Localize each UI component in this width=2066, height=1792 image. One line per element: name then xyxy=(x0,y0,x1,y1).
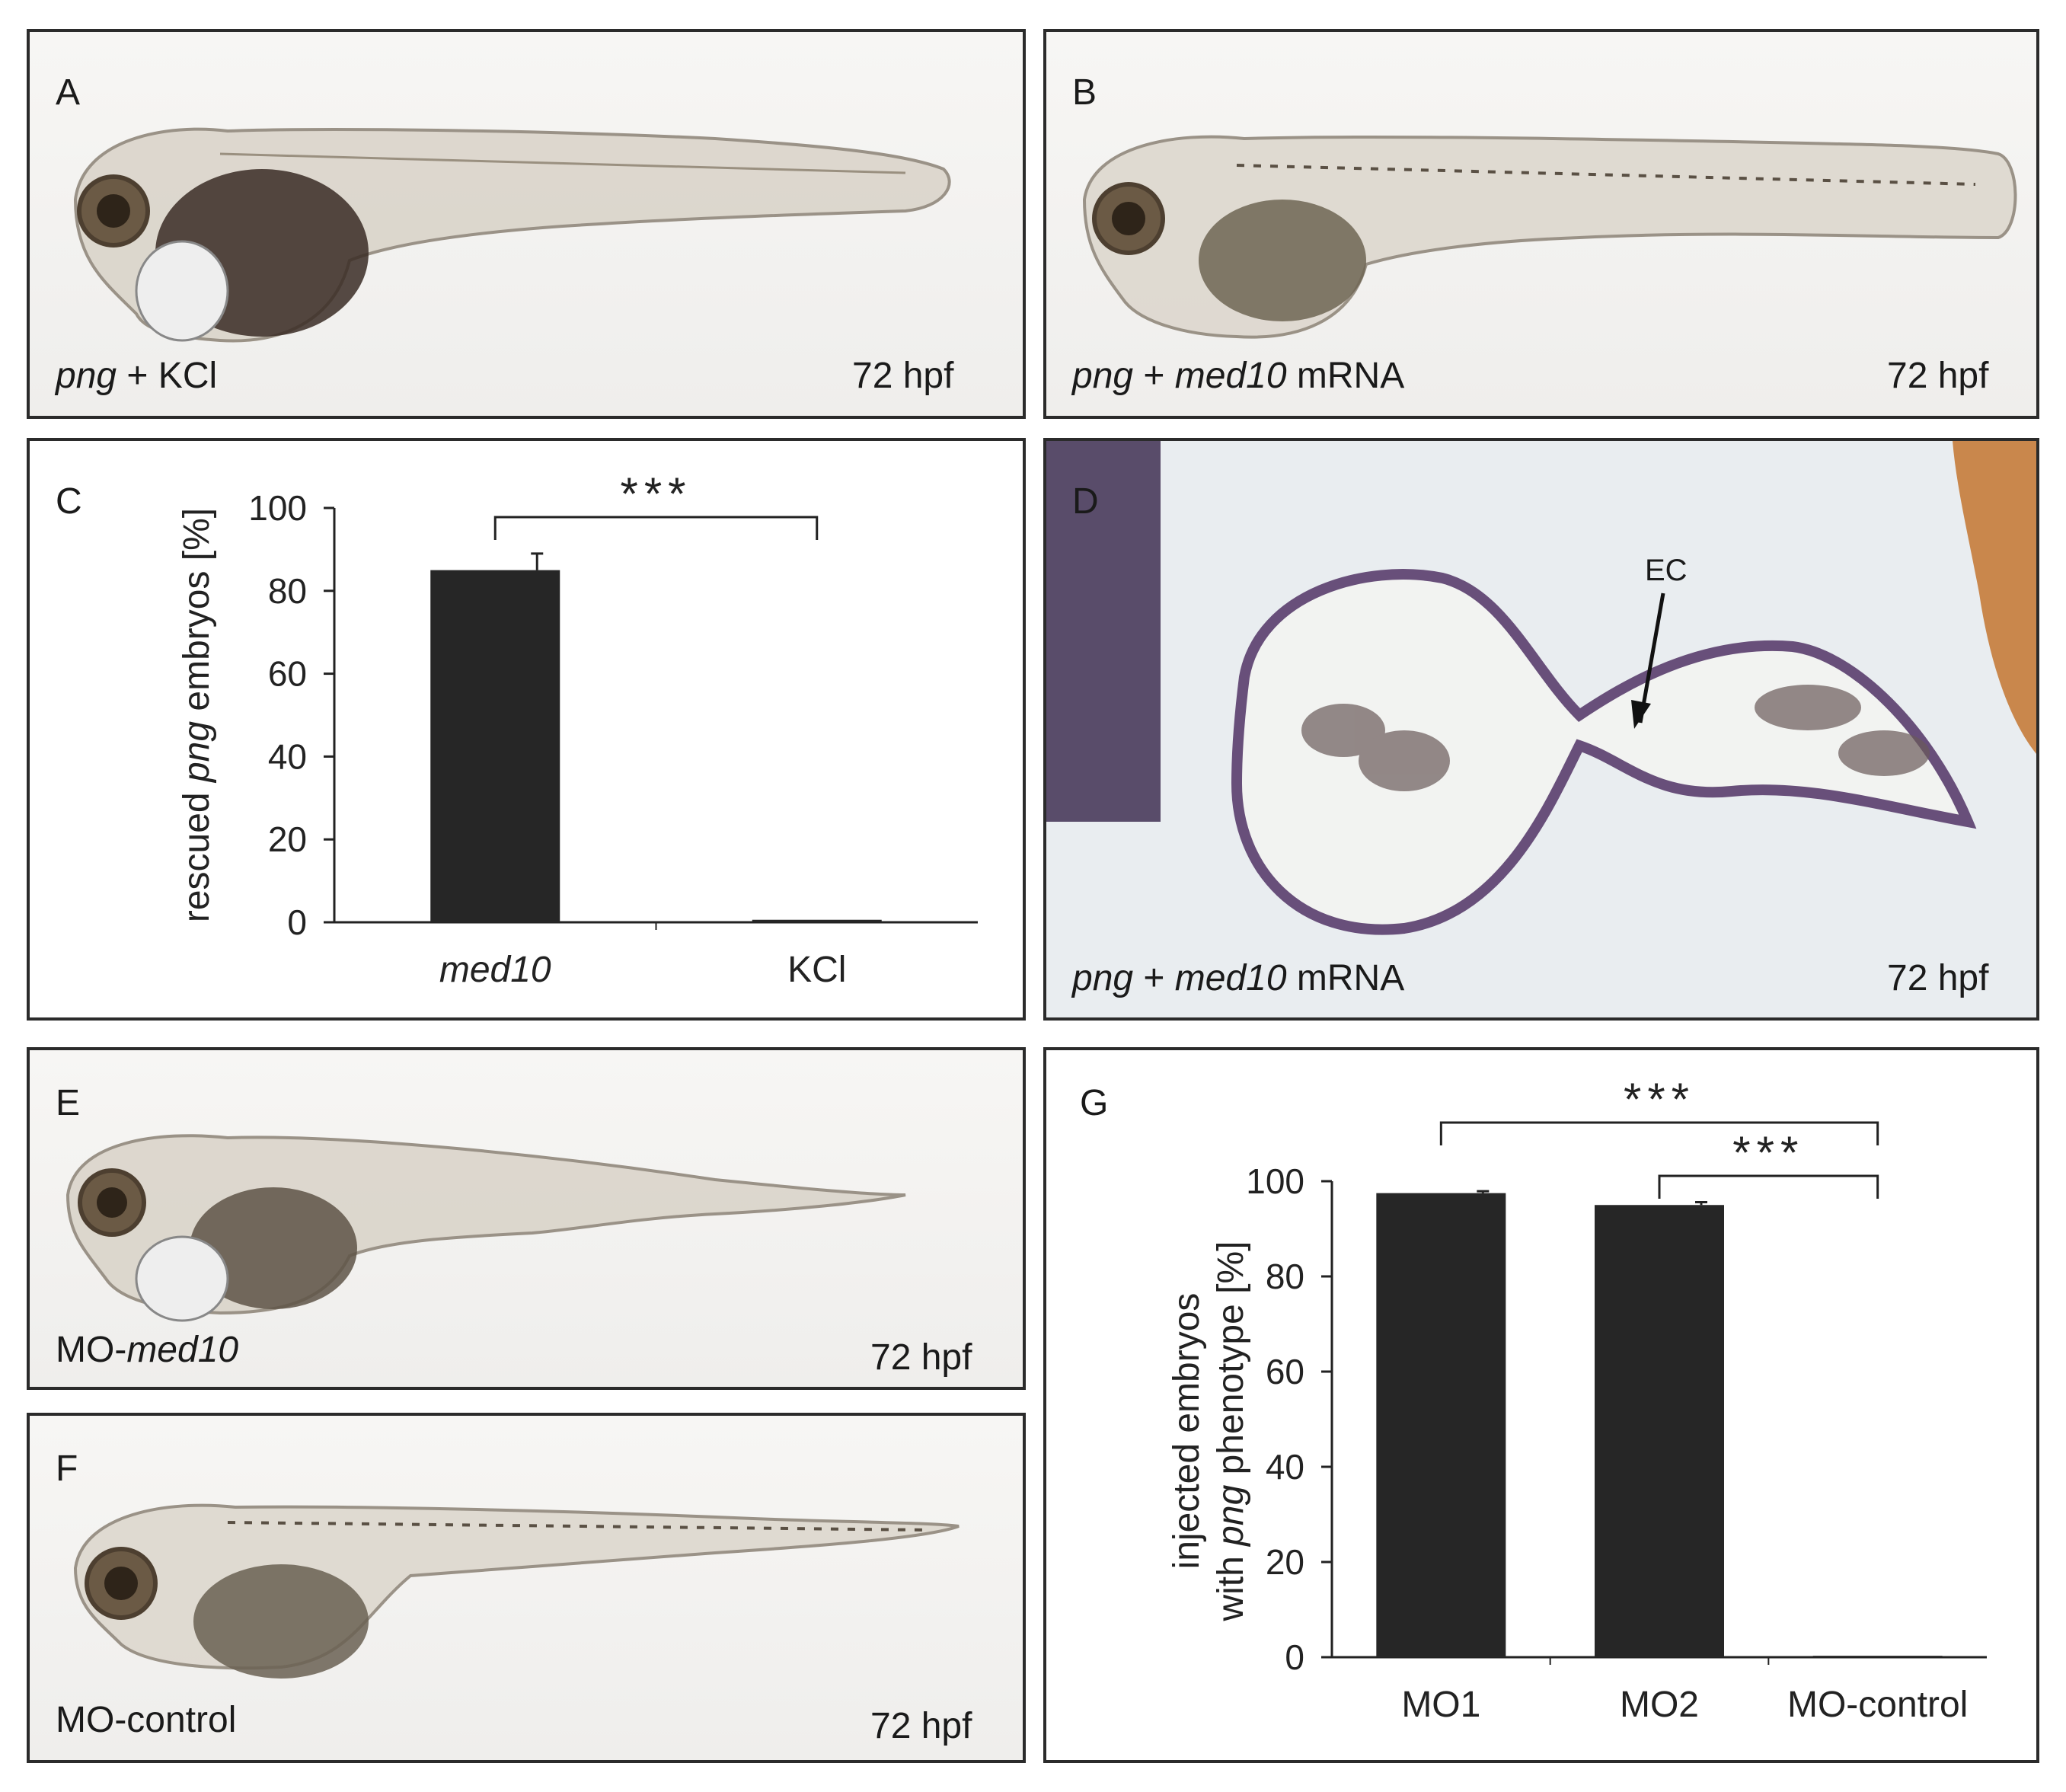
embryo-image xyxy=(73,1503,960,1679)
y-tick-label: 60 xyxy=(268,654,307,694)
panel-b-stage: 72 hpf xyxy=(1887,356,1989,396)
y-tick-label: 20 xyxy=(268,819,307,859)
x-tick-label: MO-control xyxy=(1787,1685,1968,1725)
chart-g: 0 20 40 60 80 100 MO1 MO2 MO-control *** *** inject… xyxy=(1167,1074,1987,1725)
x-tick-label: med10 xyxy=(439,950,551,990)
panel-b-caption: png + med10 mRNA xyxy=(1072,358,1404,394)
significance-label: *** xyxy=(1624,1074,1695,1125)
panel-letter-d: D xyxy=(1072,481,1099,522)
significance-label: *** xyxy=(1732,1127,1804,1178)
bar xyxy=(1812,1656,1943,1657)
panel-g: G 0 20 40 60 80 100 MO1 MO2 MO-control *** *** inje… xyxy=(1043,1047,2039,1763)
significance-bracket xyxy=(1658,1174,1879,1199)
panel-a: A png + KCl 72 hpf xyxy=(27,29,1026,419)
caption-text-2: mRNA xyxy=(1286,356,1405,396)
x-tick-label: MO2 xyxy=(1620,1685,1699,1725)
panel-f-caption: MO-control xyxy=(56,1700,237,1740)
y-axis-label: injected embryoswith png phenotype [%] xyxy=(1167,1241,1251,1621)
y-tick-label: 100 xyxy=(248,488,307,528)
panel-d-caption: png + med10 mRNA xyxy=(1072,960,1404,997)
caption-text: + xyxy=(1133,356,1175,396)
panel-letter-a: A xyxy=(56,72,81,113)
panel-f-stage: 72 hpf xyxy=(870,1706,972,1746)
panel-e-caption: MO-med10 xyxy=(56,1332,238,1369)
caption-italic-2: med10 xyxy=(1174,356,1287,396)
y-tick-label: 0 xyxy=(287,902,307,942)
y-tick-label: 80 xyxy=(1266,1257,1304,1296)
panel-d: EC D png + med10 mRNA 72 hpf xyxy=(1043,438,2039,1021)
significance-bracket xyxy=(1439,1121,1879,1145)
y-tick-label: 60 xyxy=(1266,1352,1304,1391)
caption-text: + xyxy=(1133,958,1175,998)
x-tick-label: MO1 xyxy=(1401,1685,1480,1725)
panel-a-caption: png + KCl xyxy=(56,358,217,394)
caption-text: + KCl xyxy=(117,356,218,396)
ec-label: EC xyxy=(1645,554,1688,587)
significance-bracket xyxy=(493,516,819,540)
bar xyxy=(1595,1205,1724,1657)
significance-label: *** xyxy=(620,468,691,519)
panel-letter-b: B xyxy=(1072,72,1097,113)
bar xyxy=(752,919,882,922)
embryo-image xyxy=(65,1134,906,1322)
caption-italic: png xyxy=(56,356,117,396)
y-axis-label: rescued png embryos [%] xyxy=(177,508,217,922)
panel-letter-c: C xyxy=(56,481,82,522)
caption-italic-2: med10 xyxy=(1174,958,1287,998)
panel-d-stage: 72 hpf xyxy=(1887,958,1989,998)
panel-b: B png + med10 mRNA 72 hpf xyxy=(1043,29,2039,419)
y-tick-label: 80 xyxy=(268,571,307,611)
panel-f: F MO-control 72 hpf xyxy=(27,1413,1026,1763)
caption-italic: med10 xyxy=(126,1330,239,1370)
panel-letter-g: G xyxy=(1080,1083,1109,1123)
y-tick-label: 40 xyxy=(268,736,307,776)
caption-text-2: mRNA xyxy=(1286,958,1405,998)
x-tick-label: KCl xyxy=(787,950,846,990)
caption-italic: png xyxy=(1072,958,1134,998)
panel-e-stage: 72 hpf xyxy=(870,1337,972,1378)
panel-c: C 0 20 40 60 80 100 med10 KCl *** rescued png emb… xyxy=(27,438,1026,1021)
caption-italic: png xyxy=(1072,356,1134,396)
panel-letter-f: F xyxy=(56,1449,78,1489)
y-tick-label: 20 xyxy=(1266,1542,1304,1582)
embryo-image xyxy=(1082,135,2017,339)
histology-image xyxy=(1046,441,2036,935)
embryo-image xyxy=(73,127,951,343)
panel-a-stage: 72 hpf xyxy=(852,356,954,396)
panel-e: E MO-med10 72 hpf xyxy=(27,1047,1026,1390)
y-tick-label: 0 xyxy=(1285,1637,1304,1677)
panel-letter-e: E xyxy=(56,1083,81,1123)
y-tick-label: 100 xyxy=(1246,1161,1304,1201)
y-tick-label: 40 xyxy=(1266,1447,1304,1487)
bar xyxy=(430,570,560,922)
caption-text: MO- xyxy=(56,1330,127,1370)
chart-c: 0 20 40 60 80 100 med10 KCl *** rescued png embry… xyxy=(177,468,978,990)
bar xyxy=(1376,1193,1506,1657)
